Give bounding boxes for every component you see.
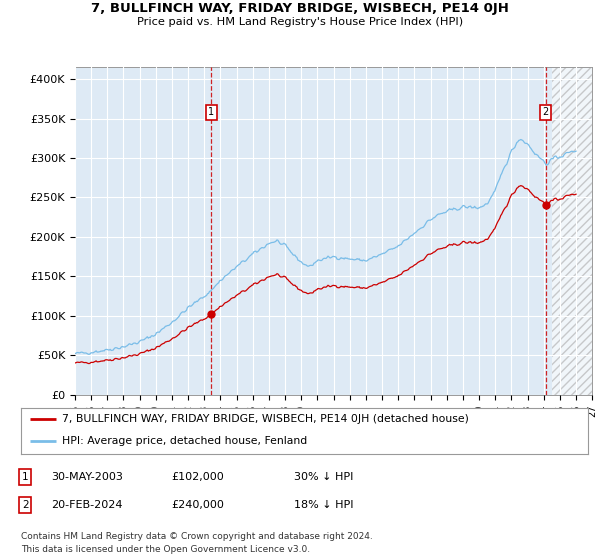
Text: £102,000: £102,000: [171, 472, 224, 482]
Text: 7, BULLFINCH WAY, FRIDAY BRIDGE, WISBECH, PE14 0JH: 7, BULLFINCH WAY, FRIDAY BRIDGE, WISBECH…: [91, 2, 509, 15]
Bar: [552, 67, 592, 395]
Text: 7, BULLFINCH WAY, FRIDAY BRIDGE, WISBECH, PE14 0JH (detached house): 7, BULLFINCH WAY, FRIDAY BRIDGE, WISBECH…: [62, 414, 469, 424]
Text: Price paid vs. HM Land Registry's House Price Index (HPI): Price paid vs. HM Land Registry's House …: [137, 17, 463, 27]
Text: 30-MAY-2003: 30-MAY-2003: [51, 472, 123, 482]
Text: 30% ↓ HPI: 30% ↓ HPI: [294, 472, 353, 482]
Text: 20-FEB-2024: 20-FEB-2024: [51, 500, 122, 510]
Text: 1: 1: [22, 472, 29, 482]
Text: HPI: Average price, detached house, Fenland: HPI: Average price, detached house, Fenl…: [62, 436, 307, 446]
Text: Contains HM Land Registry data © Crown copyright and database right 2024.
This d: Contains HM Land Registry data © Crown c…: [21, 532, 373, 553]
Text: 1: 1: [208, 107, 214, 117]
Text: £240,000: £240,000: [171, 500, 224, 510]
Text: 2: 2: [22, 500, 29, 510]
Text: 18% ↓ HPI: 18% ↓ HPI: [294, 500, 353, 510]
Text: 2: 2: [542, 107, 549, 117]
